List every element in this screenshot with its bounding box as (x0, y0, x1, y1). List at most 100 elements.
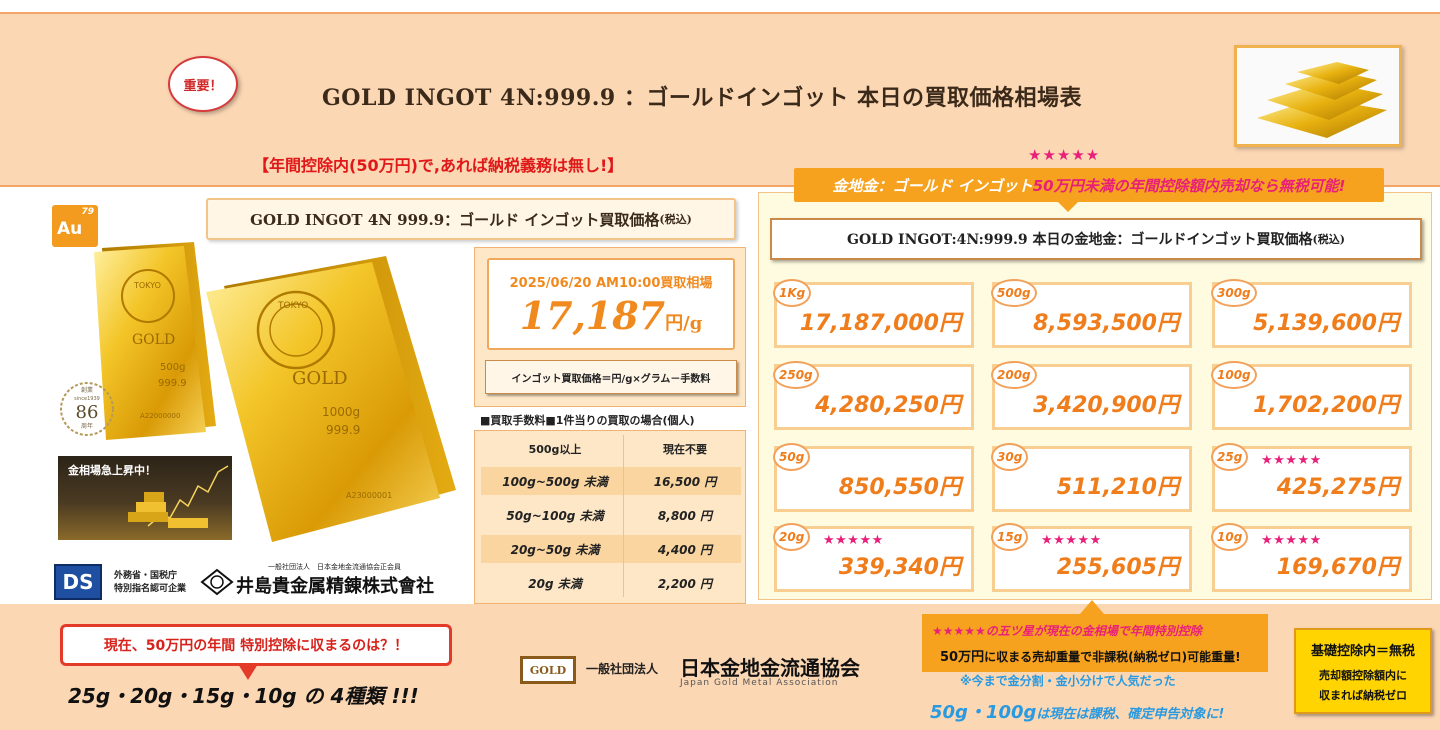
fee-amount: 現在不要 (663, 443, 707, 456)
weight-price-title-suffix: (税込) (1312, 233, 1345, 246)
eligible-types: 25g・20g・15g・10g の 4種類 !!! (68, 684, 419, 708)
weight-price: 339,340円 (838, 555, 961, 580)
tax-free-banner: 金地金：ゴールド インゴット 50万円未満の年間控除額内売却なら無税可能! (794, 168, 1384, 202)
weight-price: 511,210円 (1056, 475, 1179, 500)
anniversary-badge: 創業 since1939 86 周年 (60, 382, 114, 436)
ingot-back-purity: 999.9 (158, 378, 187, 389)
fee-range: 500g以上 (528, 443, 582, 456)
weight-card: 10g ★★★★★ 169,670円 (1211, 523, 1412, 592)
exemption-line-2: 50万円に収まる売却重量で非課税(納税ゼロ)可能重量! (940, 646, 1241, 665)
fee-heading: ■買取手数料■1件当りの買取の場合(個人) (480, 414, 695, 427)
weight-price: 4,280,250円 (815, 393, 961, 418)
association-name: 日本金地金流通協会 (680, 656, 860, 680)
weight-price: 8,593,500円 (1033, 311, 1179, 336)
price-display: 2025/06/20 AM10:00買取相場 17,187円/g (487, 258, 735, 350)
taxable-weights: 50g・100g (930, 702, 1037, 723)
ingot-front-purity: 999.9 (326, 423, 360, 437)
ds-logo: DS (54, 564, 102, 600)
price-per-gram-panel: 2025/06/20 AM10:00買取相場 17,187円/g インゴット買取… (474, 247, 746, 407)
price-date: 2025/06/20 AM10:00買取相場 (509, 276, 713, 291)
fee-range: 50g~100g 未満 (506, 508, 604, 523)
company-mark-icon (200, 568, 234, 596)
tax-free-banner-b: 50万円未満の年間控除額内売却なら無税可能! (1032, 176, 1346, 195)
anniversary-top: 創業 (81, 386, 93, 394)
gold-rising-label: 金相場急上昇中！ (68, 464, 156, 477)
weight-price-title-text: GOLD INGOT:4N:999.9 本日の金地金：ゴールドインゴット買取価格 (847, 232, 1313, 248)
weight-card: 500g 8,593,500円 (991, 279, 1192, 348)
association-english: Japan Gold Metal Association (680, 678, 839, 688)
weight-stars: ★★★★★ (1041, 533, 1102, 548)
weight-card: 300g 5,139,600円 (1211, 279, 1412, 348)
ds-line-2: 特別指名認可企業 (114, 584, 187, 594)
gold-ingots-illustration: TOKYO GOLD 500g 999.9 A22000000 TOKYO GO… (94, 242, 456, 542)
weight-price: 1,702,200円 (1253, 393, 1399, 418)
ingot-front-serial: A23000001 (346, 491, 392, 500)
rising-chart-icon (128, 465, 229, 528)
basic-line-2: 売却額控除額内に (1319, 669, 1407, 682)
fee-row: 100g~500g 未満 16,500 円 (481, 467, 741, 495)
weight-tag: 15g (991, 523, 1029, 551)
weight-tag: 50g (773, 443, 811, 471)
au-element-icon: 79 Au (52, 205, 98, 247)
weight-tag: 500g (991, 279, 1037, 307)
company-name: 井島貴金属精錬株式會社 (236, 576, 434, 597)
fee-column-divider (623, 435, 624, 597)
ds-line-1: 外務省・国税庁 (114, 571, 178, 581)
ds-description: 外務省・国税庁 特別指名認可企業 (114, 570, 186, 596)
basic-deduction-box: 基礎控除内＝無税 売却額控除額内に 収まれば納税ゼロ (1294, 628, 1432, 714)
weight-card: 15g ★★★★★ 255,605円 (991, 523, 1192, 592)
weight-stars: ★★★★★ (1261, 453, 1322, 468)
ingot-500g: TOKYO GOLD 500g 999.9 A22000000 (94, 242, 216, 440)
weight-tag: 200g (991, 361, 1037, 389)
weight-tag: 25g (1211, 443, 1249, 471)
company-membership: 一般社団法人 日本金地金流通協会正会員 (268, 563, 401, 571)
ingot-price-title-suffix: (税込) (659, 213, 692, 226)
price-number: 17,187 (519, 293, 666, 338)
weight-tag: 10g (1211, 523, 1249, 551)
ingot-front-label: GOLD (292, 368, 348, 389)
weight-price: 255,605円 (1056, 555, 1179, 580)
anniversary-since: since1939 (74, 396, 100, 402)
header-band (0, 12, 1440, 187)
weight-card: 25g ★★★★★ 425,275円 (1211, 443, 1412, 512)
important-badge: 重要！ (168, 56, 238, 112)
ingot-front-weight: 1000g (322, 405, 360, 419)
fee-range: 100g~500g 未満 (502, 474, 608, 489)
question-pointer (238, 664, 258, 680)
anniversary-bottom: 周年 (81, 422, 93, 430)
weight-price-title: GOLD INGOT:4N:999.9 本日の金地金：ゴールドインゴット買取価格… (770, 218, 1422, 260)
fee-row: 50g~100g 未満 8,800 円 (481, 501, 741, 529)
five-star-rating: ★★★★★ (1028, 146, 1101, 164)
weight-price: 3,420,900円 (1033, 393, 1179, 418)
weight-card: 100g 1,702,200円 (1211, 361, 1412, 430)
taxable-note: 50g・100gは現在は課税、確定申告対象に! (930, 698, 1224, 724)
fee-row: 20g~50g 未満 4,400 円 (481, 535, 741, 563)
weight-tag: 300g (1211, 279, 1257, 307)
weight-card: 200g 3,420,900円 (991, 361, 1192, 430)
weight-card: 20g ★★★★★ 339,340円 (773, 523, 974, 592)
weight-card: 30g 511,210円 (991, 443, 1192, 512)
taxable-rest: は現在は課税、確定申告対象に! (1036, 707, 1225, 722)
page-title: GOLD INGOT 4N:999.9 ：ゴールドインゴット 本日の買取価格相場… (322, 85, 1083, 111)
fee-amount: 16,500 円 (653, 474, 717, 489)
fee-amount: 2,200 円 (657, 576, 713, 591)
exemption-rest: に収まる売却重量で非課税(納税ゼロ)可能重量! (984, 650, 1241, 664)
fee-row: 20g 未満 2,200 円 (481, 569, 741, 597)
ingot-price-title-text: GOLD INGOT 4N 999.9：ゴールド インゴット買取価格 (250, 210, 660, 229)
weight-price: 5,139,600円 (1253, 311, 1399, 336)
weight-price: 850,550円 (838, 475, 961, 500)
weight-card: 250g 4,280,250円 (773, 361, 974, 430)
weight-tag: 30g (991, 443, 1029, 471)
banner-pointer (1056, 200, 1080, 212)
ingot-price-title: GOLD INGOT 4N 999.9：ゴールド インゴット買取価格 (税込) (206, 198, 736, 240)
weight-card: 50g 850,550円 (773, 443, 974, 512)
tax-free-banner-a: 金地金：ゴールド インゴット (832, 176, 1033, 195)
fee-row: 500g以上 現在不要 (481, 435, 741, 463)
exempt-pointer (1080, 600, 1104, 614)
fee-amount: 4,400 円 (657, 542, 713, 557)
tax-obligation-note: 【年間控除内(50万円)で,あれば納税義務は無し!】 (253, 156, 624, 175)
ingot-back-label: GOLD (132, 332, 175, 348)
weight-tag: 20g (773, 523, 811, 551)
gold-bars-photo (1234, 45, 1402, 147)
weight-price: 17,187,000円 (799, 311, 961, 336)
